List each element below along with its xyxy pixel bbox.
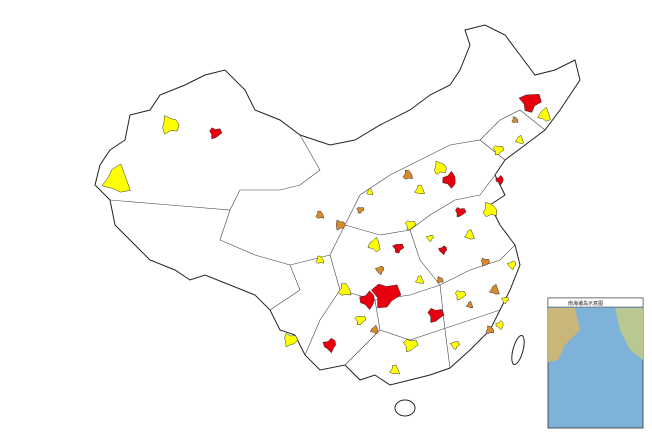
region [425,234,434,243]
region [389,364,400,375]
region [284,333,299,348]
region [371,283,402,309]
boundary [109,134,321,211]
region [162,115,180,135]
region [488,283,500,295]
region [356,207,365,214]
region [455,207,467,218]
boundary [439,284,451,369]
region [322,337,336,354]
inset-title-bar [547,297,644,308]
boundary [304,289,341,356]
region [482,202,497,218]
boundary [374,299,501,341]
boundary [479,109,546,141]
boundary [219,209,301,311]
region [367,236,381,253]
region [414,184,425,195]
island-taiwan [511,334,525,366]
region [402,169,413,180]
inset-land [548,308,580,362]
region [537,106,551,122]
region [436,276,444,284]
region [507,260,517,271]
region [485,325,494,335]
region [438,245,447,256]
region [366,188,374,195]
region [337,283,352,296]
region [500,297,509,304]
region [354,315,367,325]
region [315,255,325,264]
region [427,307,445,323]
province-boundaries [109,109,546,369]
region [481,257,491,267]
inset-title: 南海诸岛示意图 [568,300,603,307]
boundary [344,329,381,366]
region [518,94,542,113]
region [375,265,385,276]
boundary [409,229,441,286]
region [370,324,379,335]
region [403,339,419,352]
highlighted-regions [101,94,551,375]
region [336,219,346,231]
island-hainan [394,399,416,417]
region [392,243,404,254]
inset-map: 南海诸岛示意图 [547,297,644,429]
boundary [344,174,496,236]
region [449,341,460,351]
region [492,145,505,156]
region [434,160,447,175]
region [455,290,467,301]
region [511,116,519,124]
region [495,320,504,331]
region [442,170,456,189]
inset-land [615,308,643,360]
region [404,220,417,231]
region [359,290,375,311]
region [463,229,475,240]
region [315,210,325,219]
region [495,175,504,186]
region [101,163,131,193]
region [465,300,474,308]
boundary [289,139,506,266]
region [414,275,425,284]
region [209,127,223,140]
region [514,134,524,144]
